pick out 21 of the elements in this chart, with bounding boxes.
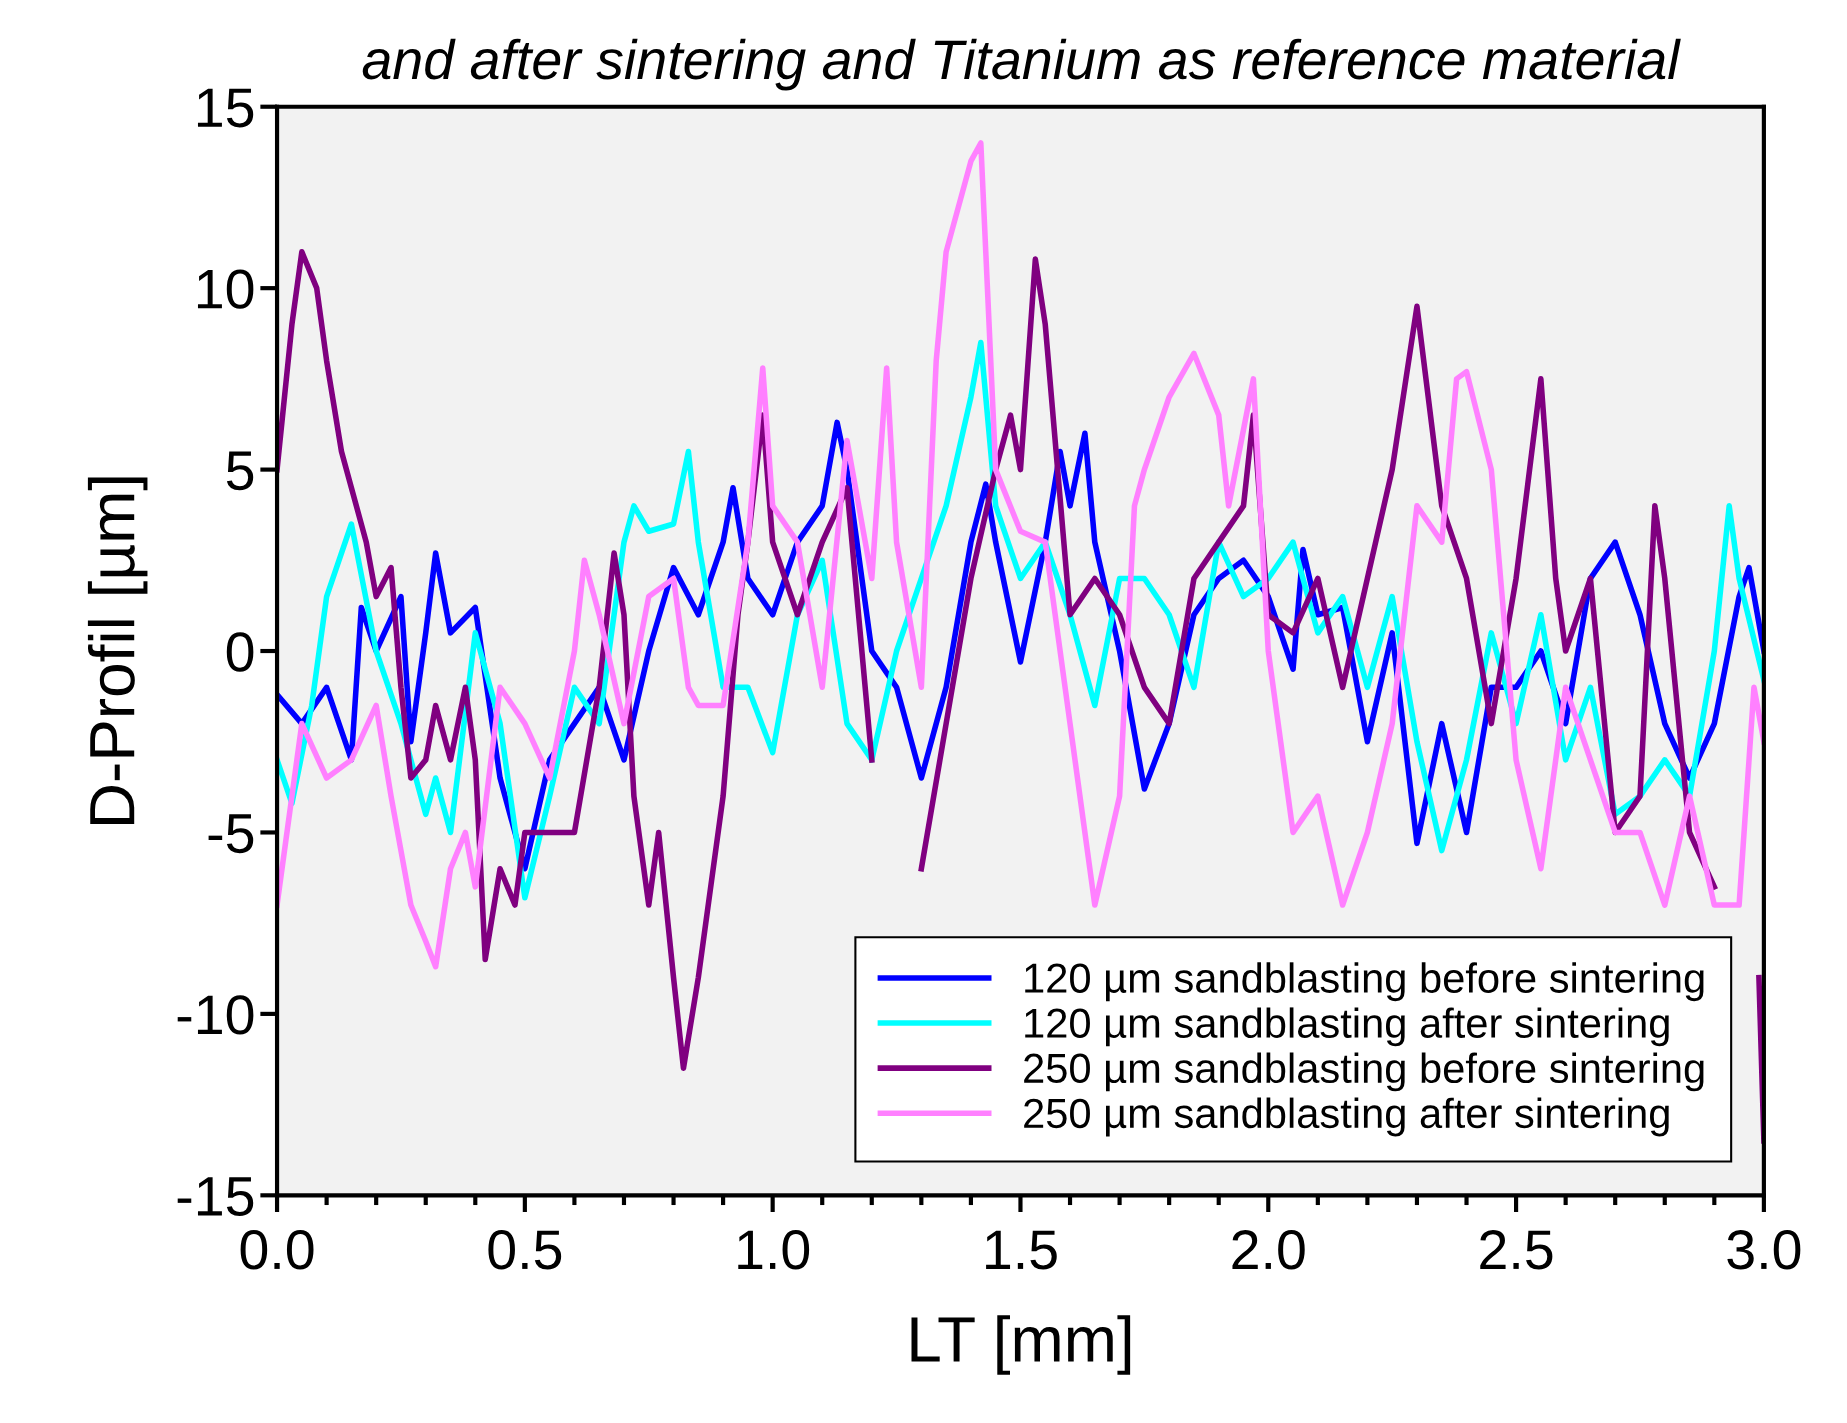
chart-title: and after sintering and Titanium as reference material bbox=[362, 38, 1681, 91]
x-tick-label: 3.0 bbox=[1727, 1230, 1801, 1270]
x-tick-label: 2.0 bbox=[1232, 1230, 1305, 1270]
y-tick-label: 5 bbox=[226, 451, 254, 491]
y-tick-label: 15 bbox=[197, 88, 254, 128]
legend-label: 250 µm sandblasting after sintering bbox=[1024, 1097, 1669, 1137]
y-tick-label: -10 bbox=[177, 995, 254, 1035]
y-tick-label: 10 bbox=[197, 269, 254, 309]
legend-label: 120 µm sandblasting before sintering bbox=[1025, 962, 1704, 1002]
legend-label: 120 µm sandblasting after sintering bbox=[1025, 1007, 1669, 1047]
x-tick-label: 1.0 bbox=[738, 1230, 810, 1270]
x-tick-label: 0.0 bbox=[240, 1230, 314, 1270]
x-tick-label: 2.5 bbox=[1480, 1230, 1553, 1270]
x-axis-title: LT [mm] bbox=[911, 1315, 1131, 1375]
y-axis-title: D-Profil [µm] bbox=[87, 477, 148, 824]
y-tick-label: 0 bbox=[226, 632, 254, 672]
legend-label: 250 µm sandblasting before sintering bbox=[1024, 1052, 1704, 1092]
x-tick-label: 1.5 bbox=[986, 1230, 1057, 1270]
y-tick-label: -15 bbox=[177, 1177, 254, 1216]
x-tick-label: 0.5 bbox=[488, 1230, 562, 1270]
y-tick-label: -5 bbox=[208, 814, 254, 854]
